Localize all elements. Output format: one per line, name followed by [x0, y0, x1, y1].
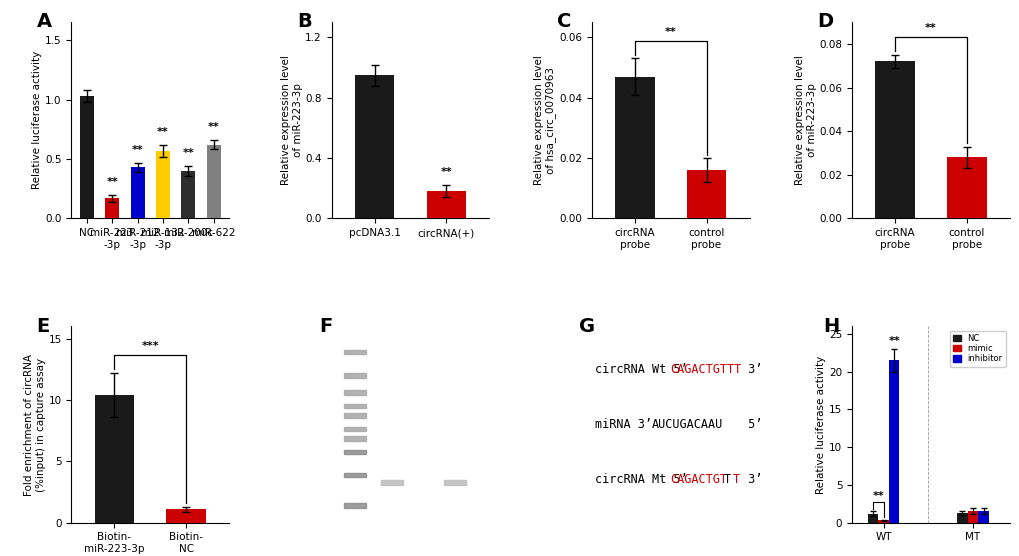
Bar — [380, 480, 403, 485]
Y-axis label: Relative expression level
of hsa_circ_0070963: Relative expression level of hsa_circ_00… — [533, 56, 555, 185]
Text: miRNA 3’: miRNA 3’ — [594, 418, 658, 431]
Bar — [343, 373, 366, 378]
Text: Marker: Marker — [342, 328, 367, 334]
Text: 750bp: 750bp — [324, 436, 341, 441]
Bar — [343, 450, 366, 454]
Bar — [95, 395, 133, 523]
Bar — [130, 167, 145, 219]
Text: 250bp: 250bp — [324, 473, 341, 478]
Text: circRNA Mt 5’: circRNA Mt 5’ — [594, 473, 694, 486]
Bar — [105, 198, 119, 219]
Text: 3’: 3’ — [740, 363, 761, 376]
Text: **: ** — [664, 27, 676, 37]
Bar — [614, 77, 654, 219]
Text: 1000bp: 1000bp — [321, 426, 341, 431]
Text: CAGACTGTTT: CAGACTGTTT — [671, 363, 741, 376]
Text: F: F — [319, 316, 332, 336]
Text: D: D — [816, 12, 833, 32]
Bar — [207, 145, 221, 219]
Text: C: C — [556, 12, 571, 32]
Text: Input: Input — [445, 328, 464, 334]
Text: E: E — [37, 316, 50, 336]
Bar — [888, 360, 899, 523]
Text: 3’: 3’ — [740, 473, 761, 486]
Bar — [156, 151, 170, 219]
Text: AUCUGACAAU: AUCUGACAAU — [651, 418, 722, 431]
Legend: NC, mimic, inhibitor: NC, mimic, inhibitor — [949, 331, 1005, 367]
Bar — [343, 473, 366, 477]
Text: NC: NC — [418, 328, 428, 334]
Y-axis label: Relative expression level
of miR-223-3p: Relative expression level of miR-223-3p — [280, 56, 303, 185]
Bar — [426, 191, 466, 219]
Text: G: G — [579, 316, 595, 336]
Y-axis label: Relative expression level
of miR-223-3p: Relative expression level of miR-223-3p — [794, 56, 816, 185]
Text: H: H — [823, 316, 839, 336]
Bar — [343, 413, 366, 418]
Bar — [343, 436, 366, 441]
Text: 100bp: 100bp — [324, 503, 341, 508]
Text: **: ** — [208, 122, 219, 132]
Bar — [877, 520, 888, 523]
Text: miR-223-3p: miR-223-3p — [371, 328, 412, 334]
Text: **: ** — [440, 167, 451, 177]
Bar — [686, 170, 726, 219]
Bar — [874, 62, 914, 219]
Text: T: T — [723, 473, 731, 486]
Text: A: A — [37, 12, 52, 32]
Text: 2000bp: 2000bp — [321, 403, 341, 408]
Bar — [977, 512, 987, 523]
Text: **: ** — [106, 177, 118, 187]
Bar — [79, 96, 94, 219]
Text: 5000bp: 5000bp — [321, 373, 341, 378]
Bar — [343, 404, 366, 408]
Text: 500bp: 500bp — [324, 449, 341, 454]
Text: **: ** — [888, 336, 899, 346]
Text: **: ** — [157, 127, 169, 137]
Bar — [343, 503, 366, 508]
Text: 3000bp: 3000bp — [321, 390, 341, 395]
Text: **: ** — [924, 23, 935, 33]
Text: **: ** — [131, 145, 144, 155]
Bar — [867, 514, 877, 523]
Bar — [956, 513, 967, 523]
Bar — [166, 509, 206, 523]
Y-axis label: Relative luciferase activity: Relative luciferase activity — [33, 51, 42, 190]
Text: B: B — [297, 12, 312, 32]
Bar — [181, 171, 196, 219]
Bar — [355, 75, 394, 219]
Text: ***: *** — [142, 341, 159, 351]
Text: 10000bp: 10000bp — [317, 350, 341, 355]
Bar — [343, 350, 366, 355]
Text: T: T — [732, 473, 739, 486]
Bar — [343, 390, 366, 395]
Y-axis label: Fold enrichment of circRNA
(%input) in capture assay: Fold enrichment of circRNA (%input) in c… — [24, 354, 46, 495]
Bar — [343, 427, 366, 431]
Text: circRNA Wt 5’: circRNA Wt 5’ — [594, 363, 694, 376]
Bar — [947, 157, 985, 219]
Text: **: ** — [871, 491, 883, 501]
Bar — [967, 510, 977, 523]
Text: **: ** — [182, 148, 194, 158]
Y-axis label: Relative luciferase activity: Relative luciferase activity — [815, 355, 825, 494]
Text: 1500bp: 1500bp — [321, 413, 341, 418]
Text: 5’: 5’ — [740, 418, 761, 431]
Text: CAGACTGT: CAGACTGT — [671, 473, 727, 486]
Bar — [443, 480, 466, 485]
